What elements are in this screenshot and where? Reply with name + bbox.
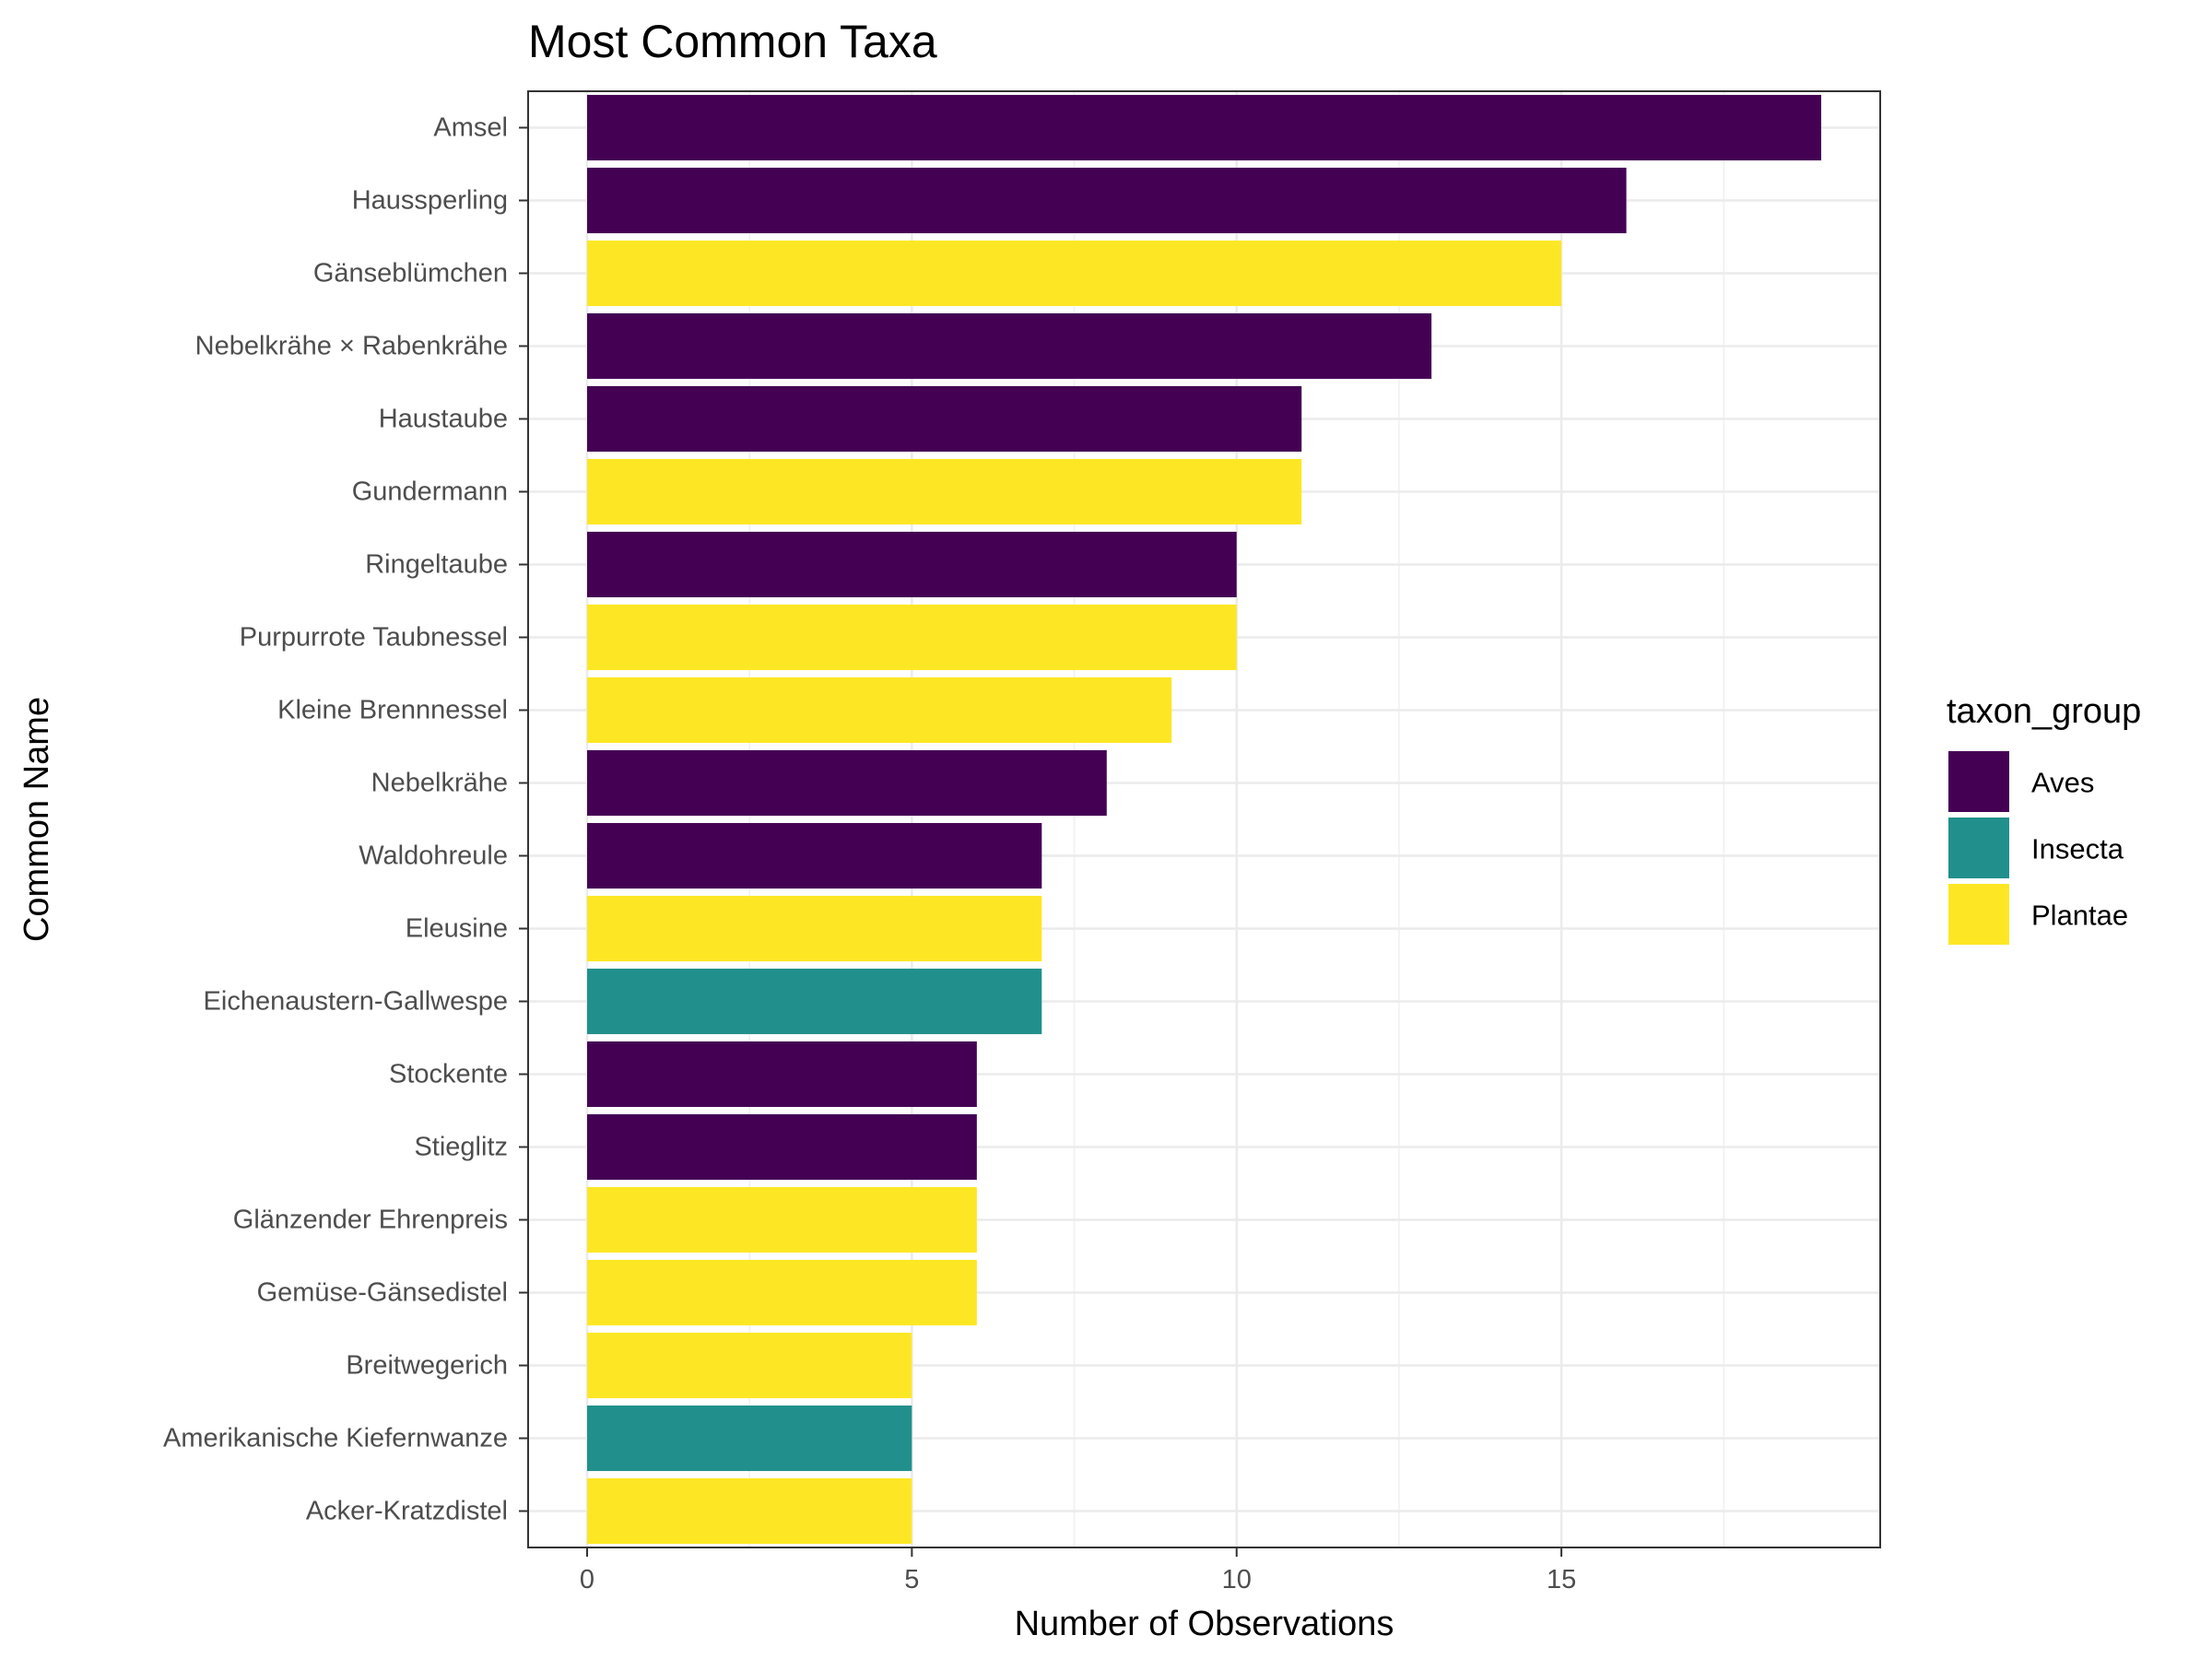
bar [587,968,1042,1035]
legend-key-plantae [1948,884,2009,945]
bar [587,1332,912,1399]
y-tick-label: Amsel [433,113,508,143]
y-tick-label: Gundermann [352,477,508,507]
bar [587,749,1107,817]
bar [587,312,1432,380]
bar [587,385,1302,453]
y-tick-label: Ringeltaube [365,550,508,580]
x-tick-label: 15 [1547,1565,1576,1594]
y-tick-label: Stockente [389,1060,508,1089]
y-tick-label: Glänzender Ehrenpreis [233,1206,508,1235]
panel-border [527,90,1881,1548]
y-tick-label: Eichenaustern-Gallwespe [204,987,508,1017]
bar [587,1477,912,1545]
legend-key-insecta [1948,818,2009,878]
bar [587,895,1042,962]
bar [587,1113,977,1181]
legend-label: Insecta [2031,833,2124,865]
y-tick-label: Acker-Kratzdistel [306,1497,508,1526]
bar-layer [587,94,1821,1545]
y-tick-label: Purpurrote Taubnessel [240,623,508,653]
bar [587,1259,977,1326]
panel-background [528,91,1880,1547]
bar [587,677,1172,744]
bar [587,240,1562,307]
legend-label: Plantae [2031,900,2128,932]
bar [587,94,1821,161]
bar [587,458,1302,525]
bar [587,822,1042,889]
y-tick-label: Waldohreule [359,841,508,871]
y-tick-label: Stieglitz [414,1133,508,1162]
chart-title: Most Common Taxa [528,16,937,67]
bar [587,1041,977,1108]
y-tick-label: Haussperling [352,186,508,216]
y-tick-label: Eleusine [406,914,508,944]
y-tick-label: Kleine Brennnessel [277,696,508,725]
y-tick-label: Gemüse-Gänsedistel [257,1278,508,1308]
y-tick-label: Nebelkrähe × Rabenkrähe [195,332,508,361]
y-axis-title: Common Name [18,697,56,942]
bar [587,1186,977,1253]
bar [587,1405,912,1472]
y-tick-label: Haustaube [379,405,508,434]
x-tick-label: 5 [904,1565,919,1594]
y-tick-label: Breitwegerich [346,1351,508,1381]
y-tick-label: Gänseblümchen [313,259,508,288]
bar [587,531,1237,598]
axis-layer: Amsel Haussperling Gänseblümchen Nebelkrähe… [163,113,1576,1595]
grid-layer [528,91,1880,1547]
bar [587,604,1237,671]
bar [587,167,1627,234]
y-tick-label: Nebelkrähe [371,769,508,798]
x-tick-label: 10 [1222,1565,1252,1594]
y-tick-label: Amerikanische Kiefernwanze [163,1424,508,1453]
legend-key-aves [1948,751,2009,812]
x-axis-title: Number of Observations [1015,1605,1394,1643]
legend: taxon_group Aves Insecta Plantae [1947,692,2141,945]
legend-label: Aves [2031,767,2094,799]
legend-title: taxon_group [1947,692,2141,731]
x-tick-label: 0 [580,1565,594,1594]
